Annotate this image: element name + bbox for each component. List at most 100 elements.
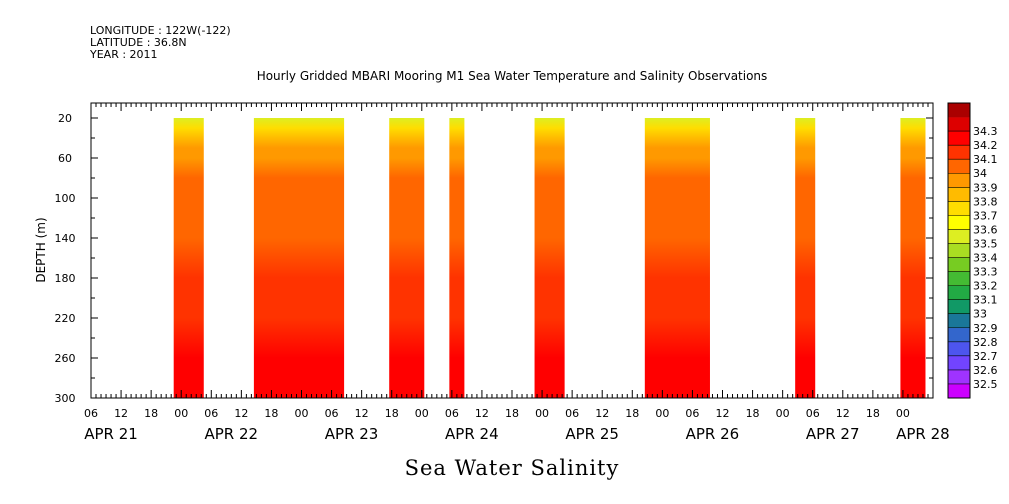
x-tick-label: 00 (655, 407, 669, 420)
colorbar-swatch (948, 103, 970, 118)
x-tick-label: 12 (355, 407, 369, 420)
colorbar-swatch (948, 229, 970, 244)
x-tick-label: 00 (174, 407, 188, 420)
colorbar-label: 33.6 (973, 223, 998, 236)
year-label: YEAR : 2011 (90, 48, 158, 61)
colorbar-swatch (948, 285, 970, 300)
colorbar-label: 32.5 (973, 378, 998, 391)
y-tick-label: 20 (58, 112, 72, 125)
x-tick-label: 12 (836, 407, 850, 420)
colorbar-label: 33.9 (973, 181, 998, 194)
x-tick-label: 00 (415, 407, 429, 420)
data-block (534, 118, 565, 398)
x-tick-label: 06 (204, 407, 218, 420)
colorbar-label: 34.2 (973, 139, 998, 152)
x-tick-label: 00 (295, 407, 309, 420)
y-tick-label: 180 (55, 272, 76, 285)
x-tick-label: 06 (445, 407, 459, 420)
data-block (253, 118, 345, 398)
colorbar-label: 33.2 (973, 280, 998, 293)
x-tick-label: 12 (114, 407, 128, 420)
colorbar-swatch (948, 257, 970, 272)
data-blocks (173, 118, 926, 398)
y-axis: 20 60 100 140 180 220 260 300 (55, 112, 933, 405)
chart-title: Hourly Gridded MBARI Mooring M1 Sea Wate… (257, 69, 768, 83)
x-tick-label: 00 (776, 407, 790, 420)
data-block (795, 118, 816, 398)
colorbar-label: 32.8 (973, 336, 998, 349)
x-tick-label: 06 (685, 407, 699, 420)
x-tick-label: 00 (535, 407, 549, 420)
colorbar-label: 34.3 (973, 125, 998, 138)
x-tick-label: 18 (144, 407, 158, 420)
y-tick-label: 60 (58, 152, 72, 165)
x-day-label: APR 28 (896, 425, 950, 443)
x-tick-label: 06 (325, 407, 339, 420)
colorbar-label: 32.7 (973, 350, 998, 363)
x-tick-label: 18 (264, 407, 278, 420)
x-day-label: APR 22 (204, 425, 258, 443)
x-tick-label: 18 (866, 407, 880, 420)
x-day-label: APR 21 (84, 425, 138, 443)
x-day-label: APR 26 (686, 425, 740, 443)
x-tick-label: 06 (806, 407, 820, 420)
data-block (449, 118, 465, 398)
colorbar-label: 33.3 (973, 266, 998, 279)
latitude-label: LATITUDE : 36.8N (90, 36, 187, 49)
colorbar-swatch (948, 173, 970, 188)
y-tick-label: 220 (55, 312, 76, 325)
colorbar-swatch (948, 327, 970, 343)
colorbar-label: 32.6 (973, 364, 998, 377)
colorbar-label: 34.1 (973, 153, 998, 166)
x-tick-label: 00 (896, 407, 910, 420)
x-day-label: APR 23 (325, 425, 379, 443)
x-tick-label: 12 (234, 407, 248, 420)
colorbar-label: 32.9 (973, 322, 998, 335)
colorbar-swatch (948, 187, 970, 202)
colorbar-swatch (948, 201, 970, 216)
data-block (644, 118, 710, 398)
colorbar-swatch (948, 369, 970, 385)
chart-xlabel: Sea Water Salinity (405, 456, 620, 480)
x-day-label: APR 27 (806, 425, 860, 443)
data-block (900, 118, 926, 398)
data-block (173, 118, 204, 398)
x-tick-label: 12 (716, 407, 730, 420)
colorbar-swatch (948, 131, 970, 146)
y-tick-label: 100 (55, 192, 76, 205)
colorbar-swatch (948, 117, 970, 132)
colorbar-label: 34 (973, 167, 987, 180)
data-block (389, 118, 425, 398)
x-tick-label: 12 (595, 407, 609, 420)
longitude-label: LONGITUDE : 122W(-122) (90, 24, 231, 37)
x-tick-label: 18 (746, 407, 760, 420)
colorbar-swatch (948, 341, 970, 357)
x-tick-label: 12 (475, 407, 489, 420)
colorbar-swatch (948, 145, 970, 160)
colorbar-label: 33.7 (973, 209, 998, 222)
colorbar-label: 33.4 (973, 252, 998, 265)
colorbar-label: 33.8 (973, 195, 998, 208)
colorbar-swatch (948, 383, 970, 399)
y-tick-label: 300 (55, 392, 76, 405)
colorbar-label: 33.5 (973, 237, 998, 250)
colorbar-frame (947, 102, 971, 399)
x-tick-label: 06 (84, 407, 98, 420)
colorbar-swatch (948, 355, 970, 371)
x-tick-label: 18 (625, 407, 639, 420)
colorbar-label: 33.1 (973, 294, 998, 307)
y-tick-label: 140 (55, 232, 76, 245)
y-axis-label: DEPTH (m) (34, 217, 48, 282)
x-tick-label: 06 (565, 407, 579, 420)
x-tick-label: 18 (385, 407, 399, 420)
colorbar-swatch (948, 271, 970, 286)
x-day-label: APR 24 (445, 425, 499, 443)
colorbar-label: 33 (973, 308, 987, 321)
colorbar-swatch (948, 313, 970, 329)
colorbar-swatch (948, 159, 970, 174)
x-tick-label: 18 (505, 407, 519, 420)
y-tick-label: 260 (55, 352, 76, 365)
colorbar-swatch (948, 299, 970, 315)
